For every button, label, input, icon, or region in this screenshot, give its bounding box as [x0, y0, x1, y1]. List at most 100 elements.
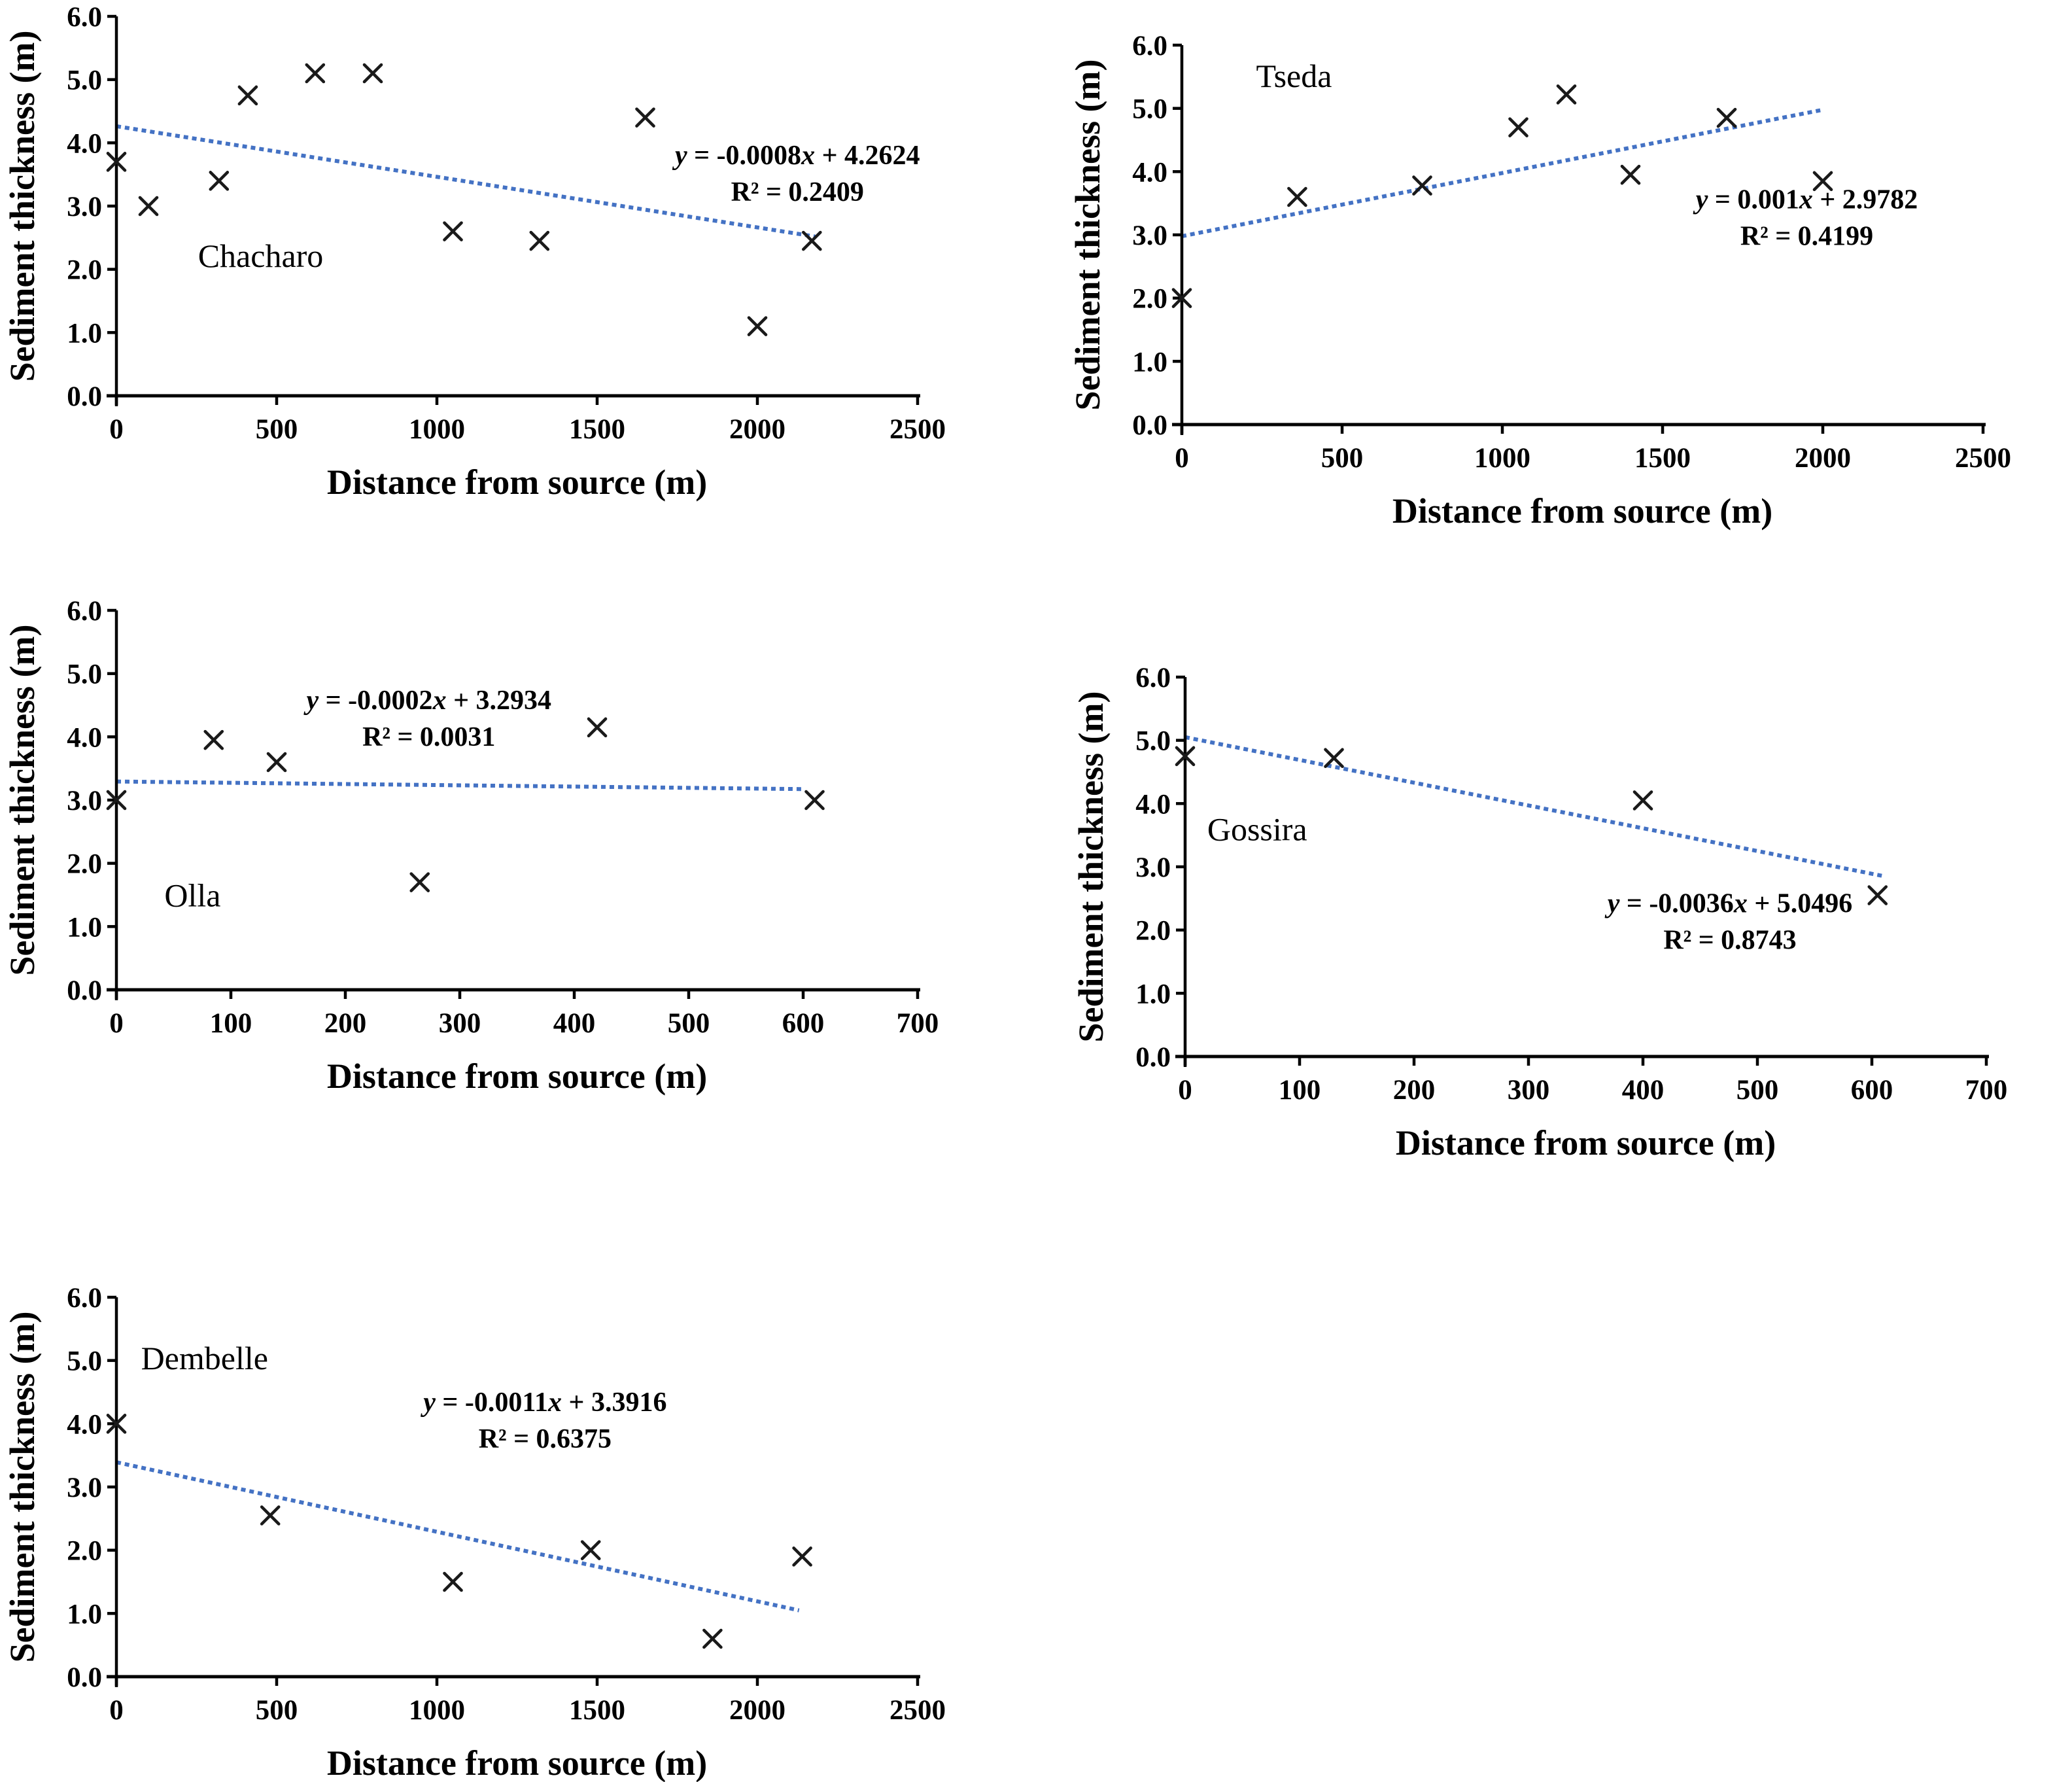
x-tick-label: 1500	[569, 414, 625, 445]
x-tick-label: 100	[210, 1008, 252, 1039]
y-axis-title: Sediment thickness (m)	[3, 1312, 42, 1663]
y-axis-title: Sediment thickness (m)	[1071, 691, 1111, 1043]
x-marker	[580, 1540, 601, 1560]
gossira-scatter-plot: 0 100 200 300 400 500 600 700 0.0 1.0 2.0 3.0 4.0 5.0…	[1071, 663, 2007, 1162]
y-tick-label: 6.0	[67, 2, 102, 33]
chart-dembelle: 0 500 1000 1500 2000 2500 0.0 1.0 2.0 3.0 4.0 5.0 6.…	[0, 1281, 1036, 1782]
trendline	[1181, 107, 1823, 239]
y-tick-label: 4.0	[67, 128, 102, 159]
trendline	[1184, 735, 1884, 879]
chart-chacharo: 0 500 1000 1500 2000 2500 0.0 1.0 2.0 3.0 4.0 5.0 6.…	[0, 0, 1036, 576]
trendline-equation: y = -0.0002x + 3.2934	[303, 686, 551, 716]
trendline	[116, 779, 804, 792]
chacharo-scatter-plot: 0 500 1000 1500 2000 2500 0.0 1.0 2.0 3.0 4.0 5.0 6.…	[3, 2, 946, 502]
x-marker	[1867, 885, 1888, 905]
x-marker	[1287, 186, 1307, 207]
y-tick-label: 0.0	[1135, 1042, 1171, 1073]
y-tick-label: 3.0	[67, 1473, 102, 1503]
x-tick-label: 0	[109, 414, 124, 445]
y-tick-label: 0.0	[1132, 410, 1167, 441]
x-marker	[260, 1505, 281, 1526]
chart-gossira: 0 100 200 300 400 500 600 700 0.0 1.0 2.0 3.0 4.0 5.0…	[1069, 661, 2072, 1236]
dembelle-scatter-plot: 0 500 1000 1500 2000 2500 0.0 1.0 2.0 3.0 4.0 5.0 6.…	[3, 1283, 946, 1782]
x-tick-label: 500	[256, 1695, 298, 1726]
x-marker	[1716, 107, 1737, 128]
x-tick-label: 0	[1175, 443, 1189, 474]
y-tick-label: 3.0	[1132, 220, 1167, 251]
y-tick-label: 2.0	[1135, 916, 1171, 947]
y-tick-label: 1.0	[67, 1599, 102, 1630]
x-tick-label: 700	[897, 1008, 939, 1039]
x-tick-label: 500	[668, 1008, 710, 1039]
y-tick-label: 5.0	[1132, 94, 1167, 125]
x-marker	[1620, 164, 1641, 185]
y-tick-label: 4.0	[67, 722, 102, 753]
x-marker	[1632, 790, 1653, 811]
y-tick-label: 2.0	[67, 1536, 102, 1567]
y-tick-label: 6.0	[1132, 31, 1167, 61]
x-tick-label: 200	[1393, 1075, 1436, 1106]
y-tick-label: 1.0	[1135, 979, 1171, 1009]
x-tick-label: 500	[256, 414, 298, 445]
x-marker	[443, 221, 463, 241]
trendline-equation: y = -0.0011x + 3.3916	[420, 1388, 666, 1418]
y-tick-label: 5.0	[1135, 726, 1171, 757]
x-tick-label: 400	[1622, 1075, 1665, 1106]
y-tick-label: 0.0	[67, 1662, 102, 1693]
x-marker	[1412, 175, 1432, 196]
x-marker	[1324, 748, 1344, 769]
x-marker	[106, 790, 127, 811]
x-tick-label: 1500	[1634, 443, 1691, 474]
x-tick-label: 2500	[889, 1695, 946, 1726]
x-tick-label: 500	[1321, 443, 1364, 474]
x-tick-label: 1500	[569, 1695, 625, 1726]
x-axis-title: Distance from source (m)	[1396, 1123, 1776, 1162]
x-marker	[443, 1571, 463, 1592]
y-tick-label: 4.0	[67, 1409, 102, 1440]
x-tick-label: 100	[1279, 1075, 1321, 1106]
x-marker	[409, 872, 430, 892]
site-label: Olla	[164, 877, 220, 913]
x-tick-label: 400	[553, 1008, 596, 1039]
y-tick-label: 6.0	[67, 1283, 102, 1314]
x-marker	[587, 717, 608, 738]
tseda-scatter-plot: 0 500 1000 1500 2000 2500 0.0 1.0 2.0 3.0 4.0 5.0 6.…	[1068, 31, 2011, 531]
r-squared-label: R² = 0.4199	[1740, 221, 1873, 251]
x-marker	[1556, 84, 1577, 105]
y-tick-label: 1.0	[67, 318, 102, 349]
x-marker	[305, 63, 326, 84]
x-marker	[106, 1414, 127, 1434]
trendline	[116, 1460, 800, 1613]
x-tick-label: 0	[109, 1695, 124, 1726]
x-tick-label: 600	[1851, 1075, 1893, 1106]
x-marker	[702, 1628, 723, 1649]
x-marker	[804, 790, 825, 811]
x-tick-label: 2500	[1955, 443, 2011, 474]
site-label: Dembelle	[141, 1340, 268, 1376]
y-tick-label: 2.0	[1132, 284, 1167, 315]
y-tick-label: 3.0	[1135, 852, 1171, 883]
x-marker	[138, 196, 159, 217]
r-squared-label: R² = 0.0031	[362, 722, 495, 752]
y-axis-title: Sediment thickness (m)	[3, 625, 42, 976]
x-marker	[203, 729, 224, 750]
y-tick-label: 6.0	[1135, 663, 1171, 693]
x-marker	[362, 63, 383, 84]
trendline-equation: y = 0.001x + 2.9782	[1693, 184, 1918, 215]
y-tick-label: 4.0	[1135, 789, 1171, 820]
x-tick-label: 500	[1736, 1075, 1779, 1106]
site-label: Tseda	[1256, 58, 1332, 94]
r-squared-label: R² = 0.6375	[479, 1424, 612, 1454]
x-tick-label: 0	[1178, 1075, 1192, 1106]
r-squared-label: R² = 0.8743	[1663, 926, 1796, 956]
y-tick-label: 2.0	[67, 849, 102, 880]
chart-tseda: 0 500 1000 1500 2000 2500 0.0 1.0 2.0 3.0 4.0 5.0 6.…	[1065, 29, 2072, 604]
x-marker	[1508, 117, 1528, 137]
chart-olla: 0 100 200 300 400 500 600 700 0.0 1.0 2.0 3.0 4.0 5.0…	[0, 594, 1036, 1170]
x-tick-label: 600	[782, 1008, 825, 1039]
trendline	[116, 124, 816, 239]
x-axis-title: Distance from source (m)	[1392, 491, 1772, 531]
y-tick-label: 5.0	[67, 65, 102, 96]
y-axis-title: Sediment thickness (m)	[1068, 60, 1107, 411]
x-marker	[237, 85, 258, 106]
